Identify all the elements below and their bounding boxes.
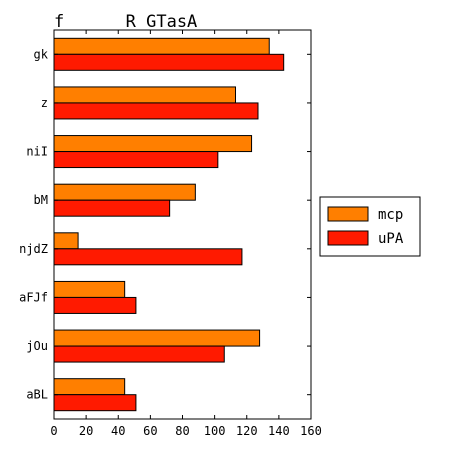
y-tick-label: gk bbox=[34, 47, 49, 61]
bar-mcp-z bbox=[53, 86, 237, 104]
y-axis: gk z niI bM njdZ aFJf jOu aBL bbox=[19, 47, 311, 402]
x-tick-label: 120 bbox=[236, 424, 258, 438]
x-tick-label: 140 bbox=[268, 424, 290, 438]
bar-uPA-njdZ bbox=[53, 248, 243, 266]
x-tick-label: 60 bbox=[143, 424, 157, 438]
bar-mcp-njdZ bbox=[53, 232, 79, 250]
bar-uPA-gk bbox=[53, 53, 285, 71]
bar-uPA-bM bbox=[53, 199, 171, 217]
y-tick-label: bM bbox=[34, 193, 48, 207]
x-tick-label: 160 bbox=[300, 424, 322, 438]
bar-mcp-aFJf bbox=[53, 280, 126, 298]
bar-mcp-niI bbox=[53, 135, 253, 153]
y-tick-label: aFJf bbox=[19, 290, 48, 304]
bar-mcp-jOu bbox=[53, 329, 261, 347]
legend-label-uPA: uPA bbox=[378, 231, 404, 247]
legend-label-mcp: mcp bbox=[378, 207, 403, 223]
chart-title: f R GTasA bbox=[54, 12, 197, 32]
y-tick-label: jOu bbox=[26, 339, 48, 353]
legend: mcp uPA bbox=[319, 196, 421, 257]
y-tick-label: njdZ bbox=[19, 242, 48, 256]
bar-uPA-z bbox=[53, 102, 259, 120]
bars-group bbox=[53, 37, 285, 412]
x-tick-label: 0 bbox=[50, 424, 57, 438]
bar-uPA-aBL bbox=[53, 394, 137, 412]
legend-box bbox=[319, 196, 421, 257]
bar-uPA-niI bbox=[53, 151, 219, 169]
bar-mcp-bM bbox=[53, 183, 196, 201]
x-tick-label: 80 bbox=[175, 424, 189, 438]
y-tick-label: niI bbox=[26, 145, 48, 159]
legend-swatch-uPA bbox=[327, 230, 369, 246]
bar-mcp-aBL bbox=[53, 378, 126, 396]
x-tick-label: 40 bbox=[111, 424, 125, 438]
x-axis: 0 20 40 60 80 100 120 140 160 bbox=[50, 30, 322, 438]
bar-uPA-jOu bbox=[53, 345, 225, 363]
x-tick-label: 20 bbox=[79, 424, 93, 438]
y-tick-label: aBL bbox=[26, 388, 48, 402]
bar-mcp-gk bbox=[53, 37, 270, 55]
y-tick-label: z bbox=[41, 96, 48, 110]
legend-swatch-mcp bbox=[327, 206, 369, 222]
bar-uPA-aFJf bbox=[53, 296, 137, 314]
x-tick-label: 100 bbox=[204, 424, 226, 438]
